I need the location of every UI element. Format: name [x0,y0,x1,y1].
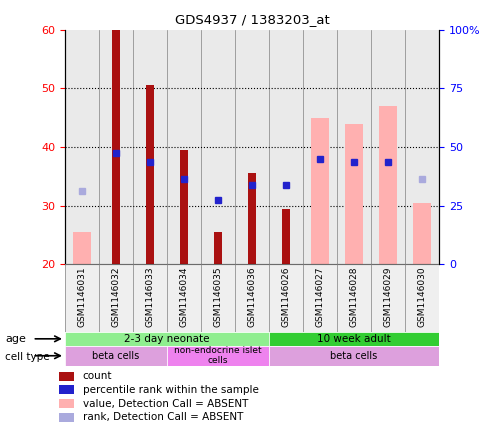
Bar [303,30,337,264]
Text: GSM1146030: GSM1146030 [418,266,427,327]
Text: GSM1146036: GSM1146036 [248,266,256,327]
Text: non-endocrine islet
cells: non-endocrine islet cells [174,346,262,365]
Bar [59,399,74,408]
Bar [180,150,188,264]
Bar [99,264,133,332]
Text: GSM1146033: GSM1146033 [145,266,154,327]
Bar [59,413,74,422]
Bar [146,85,154,264]
Bar [248,173,255,264]
Text: age: age [5,334,26,344]
Text: GSM1146028: GSM1146028 [350,266,359,327]
Text: cell type: cell type [5,352,49,362]
Bar [269,332,439,346]
Text: beta cells: beta cells [330,351,378,361]
Bar [99,30,133,264]
Title: GDS4937 / 1383203_at: GDS4937 / 1383203_at [175,13,329,26]
Bar [405,264,439,332]
Bar [337,264,371,332]
Text: GSM1146031: GSM1146031 [77,266,86,327]
Bar [65,30,99,264]
Bar [65,346,167,366]
Text: value, Detection Call = ABSENT: value, Detection Call = ABSENT [83,398,248,409]
Text: GSM1146027: GSM1146027 [315,266,324,327]
Bar [337,30,371,264]
Bar [413,203,432,264]
Text: count: count [83,371,112,381]
Text: GSM1146026: GSM1146026 [281,266,290,327]
Bar [59,372,74,381]
Text: GSM1146035: GSM1146035 [214,266,223,327]
Bar [371,30,405,264]
Text: percentile rank within the sample: percentile rank within the sample [83,385,258,395]
Bar [379,106,397,264]
Text: 2-3 day neonate: 2-3 day neonate [124,334,210,344]
Bar [72,232,91,264]
Bar [371,264,405,332]
Bar [167,264,201,332]
Bar [133,30,167,264]
Bar [201,30,235,264]
Bar [345,124,363,264]
Bar [269,30,303,264]
Bar [282,209,290,264]
Bar [112,30,120,264]
Bar [214,232,222,264]
Bar [311,118,329,264]
Text: 10 week adult: 10 week adult [317,334,391,344]
Bar [405,30,439,264]
Text: rank, Detection Call = ABSENT: rank, Detection Call = ABSENT [83,412,243,422]
Text: GSM1146032: GSM1146032 [111,266,120,327]
Bar [235,30,269,264]
Bar [269,346,439,366]
Bar [303,264,337,332]
Bar [65,264,99,332]
Bar [65,332,269,346]
Text: GSM1146029: GSM1146029 [384,266,393,327]
Bar [201,264,235,332]
Bar [167,346,269,366]
Bar [59,385,74,394]
Bar [133,264,167,332]
Text: beta cells: beta cells [92,351,140,361]
Bar [167,30,201,264]
Bar [269,264,303,332]
Text: GSM1146034: GSM1146034 [180,266,189,327]
Bar [235,264,269,332]
